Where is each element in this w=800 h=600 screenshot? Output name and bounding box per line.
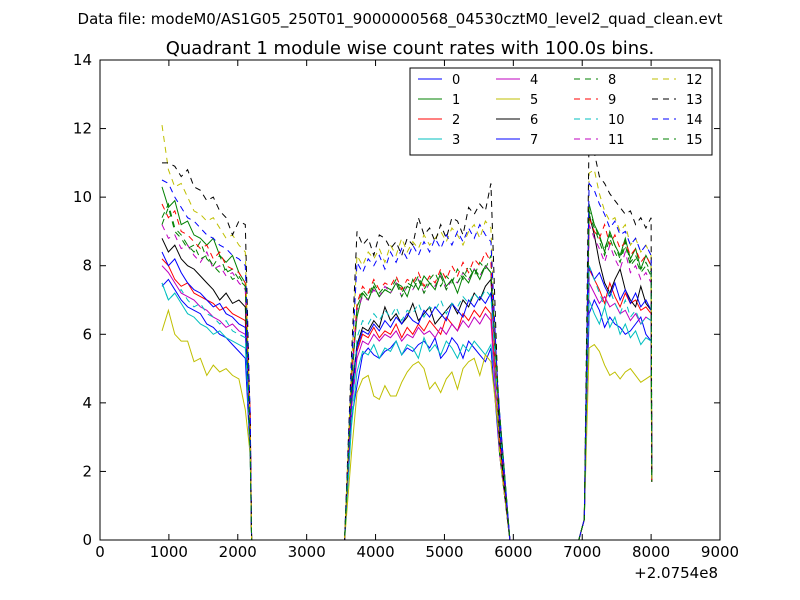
legend-entry-label: 6	[530, 113, 538, 128]
series-line-0	[161, 278, 653, 541]
y-tick-label: 14	[73, 51, 92, 69]
series-line-8	[161, 202, 653, 541]
x-tick-label: 4000	[356, 543, 394, 561]
x-tick-label: 9000	[701, 543, 739, 561]
series-line-6	[161, 214, 653, 541]
series-line-14	[161, 179, 653, 541]
plot-area-frame	[99, 59, 721, 541]
legend-entry-label: 1	[452, 93, 460, 108]
x-tick-label: 3000	[288, 543, 326, 561]
series-line-11	[161, 224, 653, 541]
axis-ticks: 0 1000 2000 3000 4000 5000 6000 7000 8000 9000 0 2 4…	[73, 51, 739, 561]
legend-entry-label: 8	[608, 73, 616, 88]
legend-entry-label: 12	[686, 73, 703, 88]
series-line-2	[161, 258, 653, 541]
x-tick-label: 5000	[425, 543, 463, 561]
series-line-12	[161, 125, 653, 541]
series-line-1	[161, 186, 653, 541]
y-tick-label: 0	[82, 531, 92, 549]
x-tick-label: 2000	[219, 543, 257, 561]
x-offset-label: +2.0754e8	[634, 564, 718, 582]
x-tick-label: 1000	[150, 543, 188, 561]
legend-entry-label: 2	[452, 113, 460, 128]
legend-entry-label: 9	[608, 93, 616, 108]
series-line-13	[162, 131, 653, 541]
legend-box	[409, 67, 713, 156]
y-tick-label: 10	[73, 188, 92, 206]
legend-entry-label: 0	[452, 73, 460, 88]
y-tick-label: 6	[82, 325, 92, 343]
series-line-4	[161, 265, 653, 541]
legend-entry-label: 13	[686, 93, 703, 108]
series-line-3	[161, 282, 653, 541]
y-tick-label: 8	[82, 257, 92, 275]
series-line-10	[161, 265, 653, 541]
legend-entry-label: 4	[530, 73, 538, 88]
series-line-7	[161, 251, 653, 541]
x-tick-label: 0	[95, 543, 105, 561]
legend-entry-label: 7	[530, 133, 538, 148]
y-tick-label: 12	[73, 120, 92, 138]
legend-entry-label: 5	[530, 93, 538, 108]
chart-suptitle: Data file: modeM0/AS1G05_250T01_90000005…	[78, 10, 723, 29]
series-line-15	[161, 205, 653, 541]
chart-title: Quadrant 1 module wise count rates with …	[166, 38, 655, 59]
series-line-5	[161, 308, 653, 541]
legend-entry-label: 3	[452, 133, 460, 148]
x-tick-label: 8000	[632, 543, 670, 561]
legend-entry-label: 11	[608, 133, 625, 148]
legend-entry-label: 10	[608, 113, 625, 128]
x-tick-label: 7000	[563, 543, 601, 561]
legend-entry-label: 15	[686, 133, 703, 148]
y-tick-label: 2	[82, 462, 92, 480]
series-layer	[161, 125, 653, 541]
series-line-9	[161, 203, 653, 541]
y-tick-label: 4	[82, 394, 92, 412]
legend-entry-label: 14	[686, 113, 703, 128]
x-tick-label: 6000	[494, 543, 532, 561]
